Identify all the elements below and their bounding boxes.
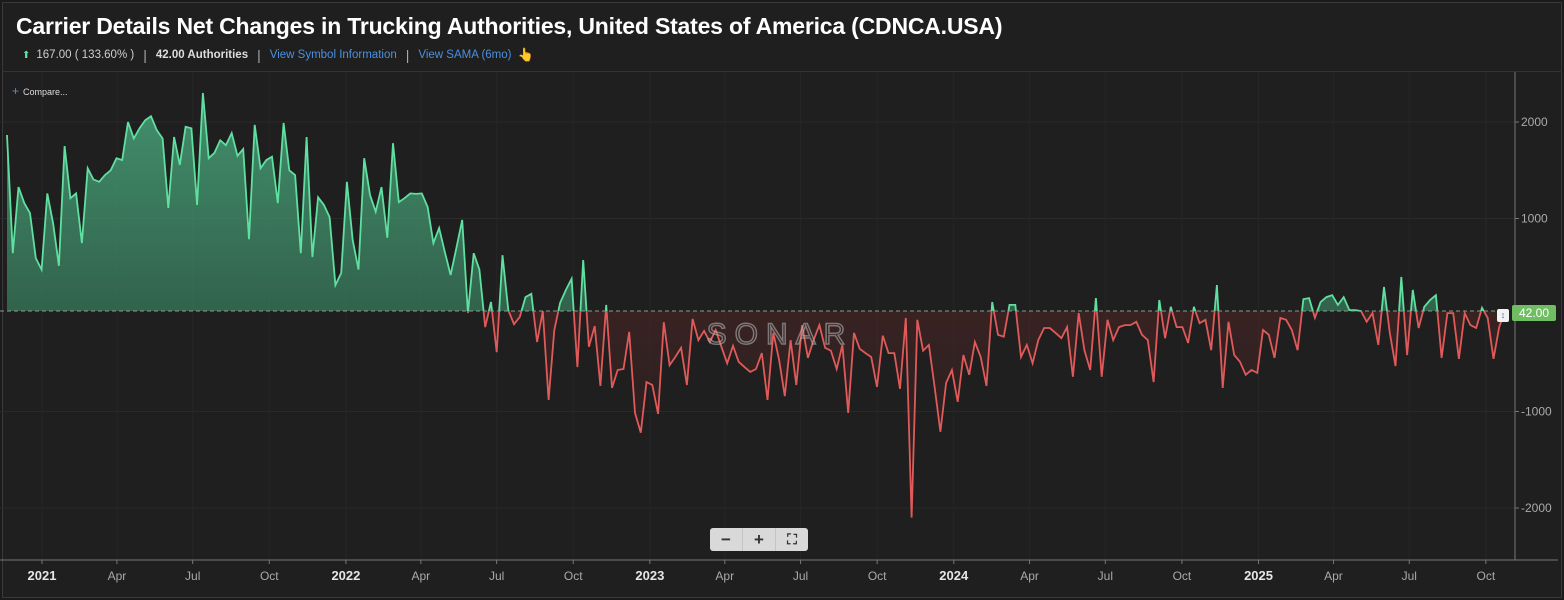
y-tick-label: -1000 xyxy=(1521,405,1552,419)
divider: | xyxy=(405,47,410,63)
x-tick-label: 2023 xyxy=(635,568,664,583)
positive-area xyxy=(7,93,1505,311)
drag-handle-icon[interactable]: ↕ xyxy=(1497,309,1509,322)
change-value: 167.00 ( 133.60% ) xyxy=(36,49,135,61)
y-tick-label: 2000 xyxy=(1521,115,1548,129)
x-tick-label: 2025 xyxy=(1244,568,1273,583)
x-tick-label: Jul xyxy=(1402,569,1417,583)
negative-area xyxy=(7,310,1505,518)
compare-label: Compare... xyxy=(23,87,68,97)
x-tick-label: Apr xyxy=(412,569,431,583)
view-sama-link[interactable]: View SAMA (6mo) xyxy=(418,49,512,61)
compare-button[interactable]: + Compare... xyxy=(12,84,68,98)
x-tick-label: Oct xyxy=(260,569,279,583)
x-tick-label: Apr xyxy=(1020,569,1039,583)
current-value: 42.00 Authorities xyxy=(155,49,249,61)
positive-line xyxy=(6,92,1506,311)
last-value-tag: 42.00 xyxy=(1512,305,1556,321)
x-tick-label: Apr xyxy=(1324,569,1343,583)
chart-title: Carrier Details Net Changes in Trucking … xyxy=(16,13,1003,39)
chart-subtitle: ⬆ 167.00 ( 133.60% ) | 42.00 Authorities… xyxy=(22,47,534,63)
zoom-out-button[interactable]: − xyxy=(710,528,743,551)
header-divider xyxy=(2,71,1562,72)
x-tick-label: Apr xyxy=(715,569,734,583)
negative-line xyxy=(466,310,1506,518)
x-tick-label: 2024 xyxy=(939,568,969,583)
x-tick-label: Jul xyxy=(185,569,200,583)
x-tick-label: Oct xyxy=(1477,569,1496,583)
sonar-watermark: SONAR xyxy=(707,318,854,351)
divider: | xyxy=(257,47,261,63)
x-tick-label: Oct xyxy=(868,569,887,583)
arrow-up-icon: ⬆ xyxy=(22,49,31,61)
x-tick-label: Jul xyxy=(793,569,808,583)
x-tick-label: Apr xyxy=(108,569,127,583)
fullscreen-button[interactable]: ⛶ xyxy=(787,531,797,547)
x-tick-label: 2022 xyxy=(331,568,360,583)
y-tick-label: -2000 xyxy=(1521,501,1552,515)
y-tick-label: 1000 xyxy=(1521,212,1548,226)
x-tick-label: Oct xyxy=(564,569,583,583)
zoom-in-button[interactable]: + xyxy=(743,528,776,551)
zoom-controls: − + ⛶ xyxy=(710,528,808,551)
x-tick-label: Jul xyxy=(489,569,504,583)
plus-icon: + xyxy=(12,84,20,98)
x-tick-label: 2021 xyxy=(28,568,57,583)
x-tick-label: Oct xyxy=(1173,569,1192,583)
pointing-hand-icon[interactable]: 👆 xyxy=(517,47,534,62)
divider: | xyxy=(143,47,147,63)
x-tick-label: Jul xyxy=(1098,569,1113,583)
view-symbol-info-link[interactable]: View Symbol Information xyxy=(269,49,397,61)
